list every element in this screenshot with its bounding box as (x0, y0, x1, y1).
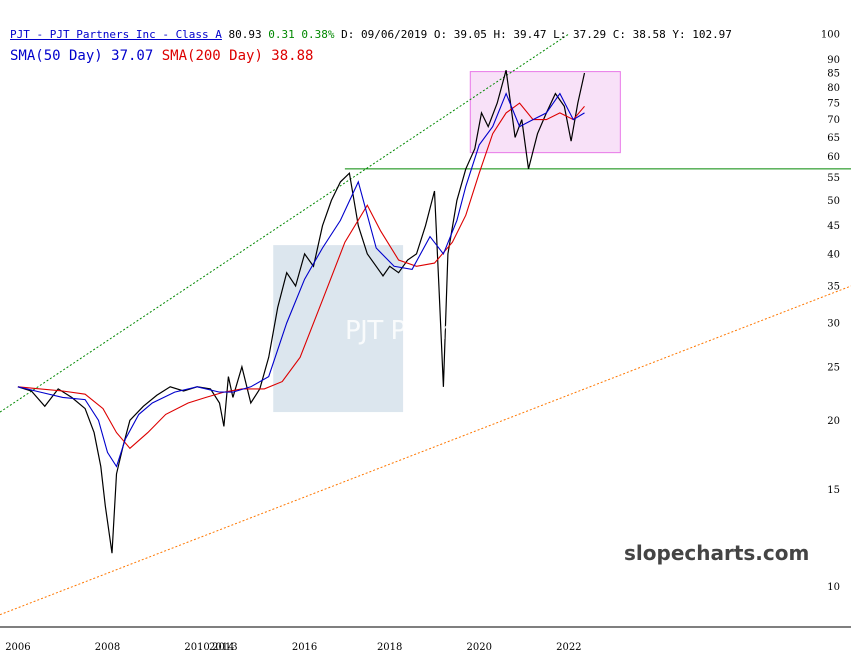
quote-header: PJT - PJT Partners Inc - Class A 80.93 0… (10, 28, 732, 41)
y-tick-label: 70 (827, 115, 840, 126)
x-tick-label: 2008 (95, 642, 120, 653)
y-tick-label: 40 (827, 249, 840, 260)
series-sma200 (17, 102, 585, 450)
y-tick-label: 60 (827, 152, 840, 163)
symbol-link[interactable]: PJT - PJT Partners Inc - Class A (10, 28, 222, 41)
close-value: C: 38.58 (612, 28, 666, 41)
legend-sma200: SMA(200 Day) 38.88 (161, 48, 314, 64)
lower-trendline (0, 285, 851, 616)
x-tick-label: 2016 (292, 642, 317, 653)
volume-value: Y: 102.97 (672, 28, 732, 41)
open-value: O: 39.05 (433, 28, 487, 41)
x-tick-label: 2020 (467, 642, 492, 653)
y-tick-label: 90 (827, 55, 840, 66)
y-tick-label: 65 (827, 133, 840, 144)
y-tick-label: 100 (821, 30, 840, 41)
y-tick-label: 30 (827, 319, 840, 330)
y-axis-ticks: 10 15 20 25 30 35 40 45 50 55 60 65 70 75 80 85 90 100 (821, 30, 840, 594)
y-tick-label: 45 (827, 221, 840, 232)
y-tick-label: 25 (827, 362, 840, 373)
last-price: 80.93 (228, 28, 262, 41)
series-sma50 (17, 92, 585, 468)
indicator-legend: SMA(50 Day) 37.07 SMA(200 Day) 38.88 (10, 48, 313, 64)
y-tick-label: 20 (827, 416, 840, 427)
x-tick-label: 2018 (377, 642, 402, 653)
x-tick-label: 2006 (5, 642, 30, 653)
change-percent: 0.38% (301, 28, 335, 41)
y-tick-label: 55 (827, 173, 840, 184)
x-tick-label: 2010 (184, 642, 209, 653)
x-tick-label: 2022 (556, 642, 581, 653)
low-value: L: 37.29 (553, 28, 607, 41)
range-box (469, 71, 621, 154)
high-value: H: 39.47 (493, 28, 547, 41)
y-tick-label: 15 (827, 485, 840, 496)
change-value: 0.31 (268, 28, 295, 41)
legend-sma50: SMA(50 Day) 37.07 (10, 48, 154, 64)
watermark: PJT Partners (345, 316, 495, 346)
upper-trendline (0, 33, 570, 413)
y-tick-label: 80 (827, 83, 840, 94)
x-tick-label: 2013 (212, 642, 237, 653)
y-tick-label: 10 (827, 582, 840, 593)
y-tick-label: 75 (827, 99, 840, 110)
y-tick-label: 35 (827, 281, 840, 292)
y-tick-label: 85 (827, 69, 840, 80)
brand-logo: slopecharts.com (624, 541, 810, 565)
x-tick-label: 2014 (209, 642, 234, 653)
y-tick-label: 50 (827, 196, 840, 207)
date-value: D: 09/06/2019 (341, 28, 428, 41)
